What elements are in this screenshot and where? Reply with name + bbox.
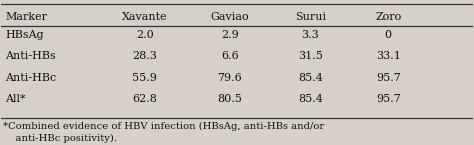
Text: 31.5: 31.5 (298, 51, 323, 61)
Text: Gaviao: Gaviao (210, 12, 249, 22)
Text: Anti-HBs: Anti-HBs (5, 51, 56, 61)
Text: Surui: Surui (295, 12, 326, 22)
Text: 85.4: 85.4 (298, 73, 323, 83)
Text: 95.7: 95.7 (376, 73, 401, 83)
Text: 6.6: 6.6 (221, 51, 239, 61)
Text: 79.6: 79.6 (218, 73, 242, 83)
Text: 85.4: 85.4 (298, 94, 323, 104)
Text: *Combined evidence of HBV infection (HBsAg, anti-HBs and/or: *Combined evidence of HBV infection (HBs… (3, 122, 324, 131)
Text: HBsAg: HBsAg (5, 30, 44, 40)
Text: All*: All* (5, 94, 26, 104)
Text: 95.7: 95.7 (376, 94, 401, 104)
Text: anti-HBc positivity).: anti-HBc positivity). (3, 134, 117, 143)
Text: Zoro: Zoro (375, 12, 401, 22)
Text: Anti-HBc: Anti-HBc (5, 73, 57, 83)
Text: 55.9: 55.9 (132, 73, 157, 83)
Text: 80.5: 80.5 (218, 94, 242, 104)
Text: Xavante: Xavante (122, 12, 168, 22)
Text: 28.3: 28.3 (132, 51, 157, 61)
Text: 33.1: 33.1 (376, 51, 401, 61)
Text: 0: 0 (385, 30, 392, 40)
Text: 62.8: 62.8 (132, 94, 157, 104)
Text: 2.0: 2.0 (136, 30, 154, 40)
Text: 2.9: 2.9 (221, 30, 239, 40)
Text: 3.3: 3.3 (301, 30, 319, 40)
Text: Marker: Marker (5, 12, 47, 22)
